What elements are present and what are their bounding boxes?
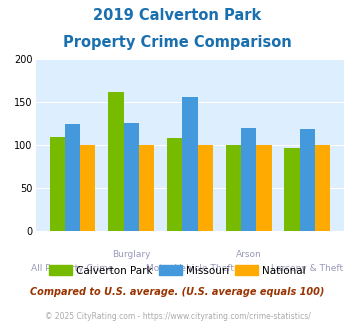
Text: Property Crime Comparison: Property Crime Comparison — [63, 35, 292, 50]
Text: All Property Crime: All Property Crime — [31, 264, 114, 273]
Bar — [315, 145, 330, 231]
Text: Larceny & Theft: Larceny & Theft — [271, 264, 344, 273]
Bar — [198, 145, 213, 231]
Text: 2019 Calverton Park: 2019 Calverton Park — [93, 8, 262, 23]
Text: Arson: Arson — [236, 250, 262, 259]
Bar — [124, 123, 139, 231]
Bar — [108, 92, 124, 231]
Bar — [182, 97, 198, 231]
Bar — [256, 145, 272, 231]
Bar — [167, 138, 182, 231]
Bar — [284, 148, 300, 231]
Bar — [50, 137, 65, 231]
Bar — [241, 128, 256, 231]
Legend: Calverton Park, Missouri, National: Calverton Park, Missouri, National — [45, 261, 310, 280]
Text: Motor Vehicle Theft: Motor Vehicle Theft — [146, 264, 234, 273]
Bar — [226, 145, 241, 231]
Bar — [80, 145, 95, 231]
Bar — [139, 145, 154, 231]
Text: Compared to U.S. average. (U.S. average equals 100): Compared to U.S. average. (U.S. average … — [30, 287, 325, 297]
Text: Burglary: Burglary — [112, 250, 151, 259]
Bar — [300, 129, 315, 231]
Text: © 2025 CityRating.com - https://www.cityrating.com/crime-statistics/: © 2025 CityRating.com - https://www.city… — [45, 312, 310, 321]
Bar — [65, 124, 80, 231]
